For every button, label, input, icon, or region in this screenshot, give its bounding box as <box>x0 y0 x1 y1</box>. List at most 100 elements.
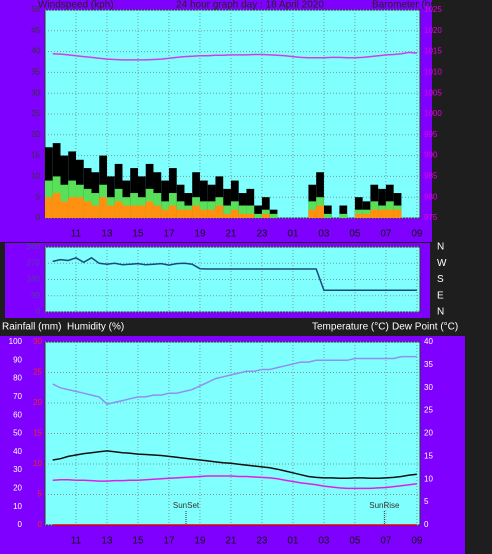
bar <box>230 209 239 218</box>
bar <box>246 205 255 218</box>
y-tick-label: 5 <box>36 192 41 201</box>
y2-tick-label: 975 <box>424 213 438 222</box>
y3-tick-label: 30 <box>33 337 42 346</box>
bar <box>161 180 169 218</box>
bar <box>238 193 247 218</box>
bar <box>393 193 402 218</box>
x-tick-label: 15 <box>132 536 144 547</box>
bar <box>83 201 92 218</box>
y-tick-label: 30 <box>13 465 22 474</box>
y2-tick-label: 20 <box>424 429 433 438</box>
bar <box>145 201 154 218</box>
bar <box>176 209 185 218</box>
y2-tick-label: E <box>437 290 444 301</box>
bar <box>192 172 200 218</box>
bar <box>137 205 146 218</box>
y2-tick-label: 15 <box>424 451 433 460</box>
x-tick-label: 09 <box>411 229 423 240</box>
bar <box>114 201 123 218</box>
y2-tick-label: 990 <box>424 151 438 160</box>
bar <box>45 197 53 218</box>
series-line <box>52 51 417 61</box>
bar <box>75 197 84 218</box>
bar <box>223 213 231 218</box>
y-tick-label: 90 <box>13 355 22 364</box>
y3-tick-label: 20 <box>33 398 42 407</box>
y-tick-label: 45 <box>31 26 40 35</box>
y2-tick-label: 5 <box>424 497 429 506</box>
y2-tick-label: 0 <box>424 520 429 529</box>
y2-tick-label: 1025 <box>424 5 442 14</box>
axis-label: Windspeed (kph) <box>38 0 114 11</box>
bar <box>184 193 193 218</box>
axis-label: Humidity (%) <box>67 322 124 333</box>
x-tick-label: 05 <box>349 229 361 240</box>
bar <box>362 213 371 218</box>
bar <box>238 205 247 218</box>
x-tick-label: 11 <box>71 229 82 240</box>
bar <box>308 209 317 218</box>
y2-tick-label: 1010 <box>424 68 442 77</box>
bar <box>269 213 278 218</box>
y3-tick-label: 5 <box>38 490 43 499</box>
y-tick-label: 25 <box>31 109 40 118</box>
y-tick-label: 0 <box>18 520 23 529</box>
y3-tick-label: 0 <box>38 520 43 529</box>
x-tick-label: 17 <box>163 536 175 547</box>
bar <box>184 209 193 218</box>
y2-tick-label: W <box>437 258 447 269</box>
axis-label: Temperature (°C) <box>312 322 389 333</box>
bar <box>246 188 255 218</box>
x-tick-label: 19 <box>194 229 206 240</box>
series-line <box>52 256 417 292</box>
y2-tick-label: 985 <box>424 172 438 181</box>
y-tick-label: 70 <box>13 392 22 401</box>
y3-tick-label: 10 <box>33 459 42 468</box>
y2-tick-label: 1020 <box>424 26 442 35</box>
y-tick-label: 50 <box>31 5 40 14</box>
y-tick-label: 0 <box>36 307 41 316</box>
y2-tick-label: N <box>437 242 444 253</box>
bar <box>238 213 247 218</box>
bar <box>339 213 348 218</box>
y-tick-label: 60 <box>13 410 22 419</box>
y2-tick-label: 1005 <box>424 88 442 97</box>
series-line <box>52 450 417 480</box>
bar <box>130 205 138 218</box>
bar <box>354 213 363 218</box>
x-tick-label: 13 <box>101 229 113 240</box>
bar <box>215 205 224 218</box>
bar <box>323 213 332 218</box>
y-tick-label: 90 <box>31 291 40 300</box>
bar <box>192 205 200 218</box>
bar <box>122 205 131 218</box>
y-tick-label: 40 <box>13 447 22 456</box>
y-tick-label: 0 <box>36 213 41 222</box>
y-tick-label: 35 <box>31 68 40 77</box>
bar <box>316 205 324 218</box>
bar <box>99 197 107 218</box>
bar <box>68 197 76 218</box>
series-line <box>52 475 417 490</box>
annotation: SunRise <box>369 501 400 510</box>
y2-tick-label: S <box>437 274 444 285</box>
chart-title: 24 hour graph day : 18 April 2020 <box>176 0 324 11</box>
y-tick-label: 50 <box>13 429 22 438</box>
bar <box>223 205 231 218</box>
y2-tick-label: 10 <box>424 474 433 483</box>
y-tick-label: 20 <box>31 130 40 139</box>
y-tick-label: 40 <box>31 47 40 56</box>
y-tick-label: 80 <box>13 374 22 383</box>
y2-tick-label: 1015 <box>424 47 442 56</box>
y-tick-label: 20 <box>13 484 22 493</box>
y-tick-label: 10 <box>31 172 40 181</box>
y2-tick-label: 1000 <box>424 109 442 118</box>
bar <box>106 205 115 218</box>
x-tick-label: 07 <box>380 229 392 240</box>
bar <box>378 209 386 218</box>
y-tick-label: 30 <box>31 88 40 97</box>
bar <box>199 209 208 218</box>
bar <box>393 209 402 218</box>
